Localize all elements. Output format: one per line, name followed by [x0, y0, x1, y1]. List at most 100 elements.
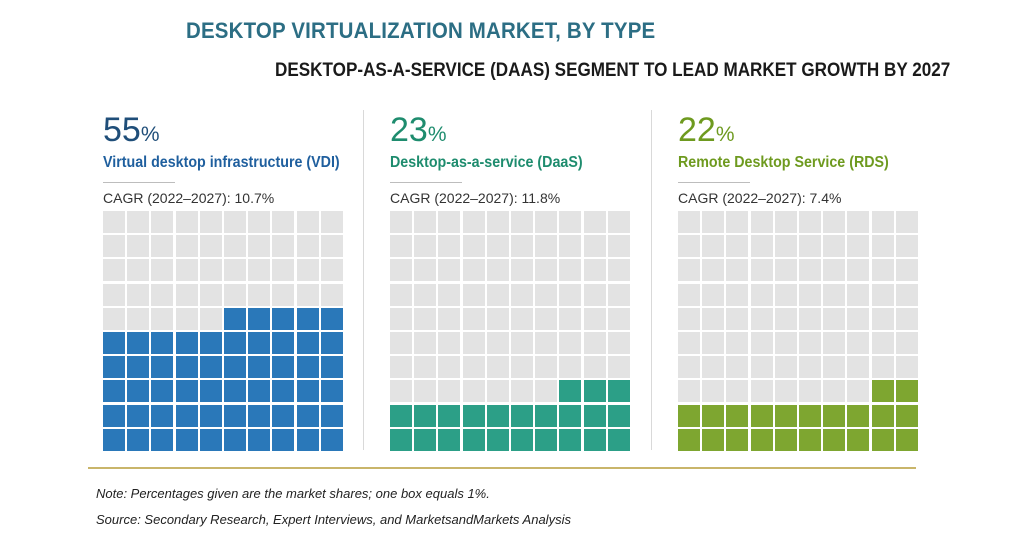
waffle-box-empty — [608, 211, 630, 233]
waffle-box-empty — [751, 211, 773, 233]
waffle-box-filled — [872, 405, 894, 427]
vdi-waffle — [103, 211, 345, 453]
waffle-box-empty — [390, 356, 412, 378]
vdi-percentage-value: 55 — [103, 111, 141, 149]
waffle-box-empty — [487, 308, 509, 330]
waffle-box-filled — [297, 308, 319, 330]
waffle-box-empty — [511, 332, 533, 354]
waffle-box-filled — [726, 405, 748, 427]
waffle-box-empty — [414, 380, 436, 402]
rds-label: Remote Desktop Service (RDS) — [678, 154, 889, 171]
waffle-box-filled — [775, 429, 797, 451]
waffle-box-empty — [896, 284, 918, 306]
waffle-box-empty — [726, 332, 748, 354]
waffle-box-empty — [463, 284, 485, 306]
waffle-box-filled — [272, 405, 294, 427]
waffle-box-empty — [272, 235, 294, 257]
panel-divider — [651, 110, 652, 450]
waffle-box-empty — [847, 284, 869, 306]
waffle-box-empty — [584, 332, 606, 354]
waffle-box-empty — [103, 308, 125, 330]
waffle-box-empty — [414, 308, 436, 330]
waffle-box-empty — [511, 308, 533, 330]
waffle-box-filled — [297, 405, 319, 427]
waffle-box-filled — [248, 332, 270, 354]
waffle-box-filled — [559, 429, 581, 451]
waffle-box-empty — [151, 308, 173, 330]
waffle-box-empty — [775, 235, 797, 257]
waffle-box-empty — [463, 259, 485, 281]
waffle-box-empty — [608, 259, 630, 281]
waffle-box-filled — [726, 429, 748, 451]
waffle-box-empty — [176, 235, 198, 257]
waffle-box-empty — [463, 380, 485, 402]
chart-title: DESKTOP VIRTUALIZATION MARKET, BY TYPE — [186, 18, 656, 43]
waffle-box-filled — [248, 429, 270, 451]
waffle-box-empty — [559, 211, 581, 233]
waffle-box-filled — [151, 356, 173, 378]
waffle-box-empty — [200, 235, 222, 257]
waffle-box-filled — [321, 429, 343, 451]
waffle-box-empty — [487, 380, 509, 402]
waffle-box-empty — [896, 356, 918, 378]
waffle-box-empty — [896, 332, 918, 354]
waffle-box-filled — [200, 429, 222, 451]
waffle-box-empty — [511, 380, 533, 402]
waffle-box-empty — [872, 211, 894, 233]
waffle-box-filled — [511, 405, 533, 427]
waffle-box-empty — [103, 211, 125, 233]
waffle-box-empty — [608, 356, 630, 378]
waffle-box-empty — [390, 308, 412, 330]
waffle-box-empty — [438, 259, 460, 281]
waffle-box-filled — [103, 380, 125, 402]
waffle-box-empty — [535, 356, 557, 378]
waffle-box-empty — [414, 332, 436, 354]
waffle-box-empty — [248, 211, 270, 233]
waffle-box-empty — [559, 284, 581, 306]
waffle-box-filled — [151, 429, 173, 451]
waffle-box-filled — [103, 356, 125, 378]
waffle-box-empty — [678, 356, 700, 378]
waffle-box-empty — [248, 259, 270, 281]
waffle-box-empty — [799, 380, 821, 402]
waffle-box-filled — [127, 380, 149, 402]
daas-underline — [390, 182, 462, 183]
waffle-box-empty — [847, 332, 869, 354]
waffle-box-filled — [702, 405, 724, 427]
waffle-box-filled — [535, 405, 557, 427]
waffle-box-empty — [751, 308, 773, 330]
waffle-box-empty — [751, 235, 773, 257]
waffle-box-empty — [438, 356, 460, 378]
waffle-box-empty — [847, 380, 869, 402]
waffle-box-empty — [847, 235, 869, 257]
waffle-box-empty — [775, 211, 797, 233]
waffle-box-filled — [151, 332, 173, 354]
waffle-box-empty — [438, 235, 460, 257]
waffle-box-empty — [414, 259, 436, 281]
waffle-box-filled — [272, 356, 294, 378]
waffle-box-empty — [414, 284, 436, 306]
waffle-box-filled — [297, 332, 319, 354]
waffle-box-empty — [103, 284, 125, 306]
waffle-box-empty — [823, 211, 845, 233]
waffle-box-empty — [799, 284, 821, 306]
vdi-percentage: 55% — [103, 112, 353, 153]
waffle-box-filled — [103, 429, 125, 451]
waffle-box-filled — [463, 405, 485, 427]
waffle-box-filled — [584, 429, 606, 451]
waffle-box-filled — [248, 405, 270, 427]
waffle-box-empty — [272, 211, 294, 233]
waffle-box-empty — [872, 259, 894, 281]
waffle-box-filled — [176, 429, 198, 451]
waffle-box-empty — [896, 308, 918, 330]
waffle-box-empty — [390, 284, 412, 306]
waffle-box-filled — [321, 405, 343, 427]
waffle-box-empty — [678, 332, 700, 354]
waffle-box-empty — [608, 235, 630, 257]
waffle-box-filled — [272, 380, 294, 402]
waffle-box-empty — [438, 284, 460, 306]
waffle-box-empty — [726, 356, 748, 378]
waffle-box-empty — [799, 259, 821, 281]
daas-percentage: 23% — [390, 112, 640, 153]
waffle-box-filled — [390, 405, 412, 427]
